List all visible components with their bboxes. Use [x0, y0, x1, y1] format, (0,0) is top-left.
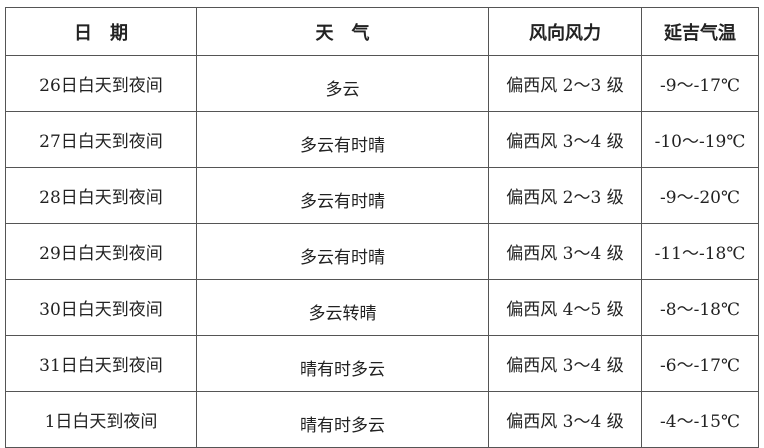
header-wind: 风向风力 — [488, 7, 642, 56]
weather-cell: 晴有时多云 — [196, 335, 489, 392]
temperature-cell: -4～-15℃ — [641, 391, 759, 448]
temperature-cell: -11～-18℃ — [641, 223, 759, 280]
wind-cell: 偏西风 3～4 级 — [488, 223, 642, 280]
header-date: 日 期 — [5, 7, 197, 56]
weather-cell: 多云有时晴 — [196, 167, 489, 224]
date-cell: 29日白天到夜间 — [5, 223, 197, 280]
weather-forecast-table: 日 期 天 气 风向风力 延吉气温 26日白天到夜间 多云 偏西风 2～3 级 -9～… — [5, 7, 759, 448]
weather-cell: 多云 — [196, 55, 489, 112]
header-weather: 天 气 — [196, 7, 489, 56]
temperature-cell: -9～-20℃ — [641, 167, 759, 224]
weather-cell: 多云有时晴 — [196, 111, 489, 168]
table-row: 27日白天到夜间 多云有时晴 偏西风 3～4 级 -10～-19℃ — [5, 111, 759, 168]
weather-cell: 晴有时多云 — [196, 391, 489, 448]
temperature-cell: -6～-17℃ — [641, 335, 759, 392]
weather-cell: 多云转晴 — [196, 279, 489, 336]
temperature-cell: -8～-18℃ — [641, 279, 759, 336]
table-row: 28日白天到夜间 多云有时晴 偏西风 2～3 级 -9～-20℃ — [5, 167, 759, 224]
wind-cell: 偏西风 3～4 级 — [488, 111, 642, 168]
wind-cell: 偏西风 4～5 级 — [488, 279, 642, 336]
weather-cell: 多云有时晴 — [196, 223, 489, 280]
temperature-cell: -9～-17℃ — [641, 55, 759, 112]
header-temperature: 延吉气温 — [641, 7, 759, 56]
table-row: 29日白天到夜间 多云有时晴 偏西风 3～4 级 -11～-18℃ — [5, 223, 759, 280]
table-row: 26日白天到夜间 多云 偏西风 2～3 级 -9～-17℃ — [5, 55, 759, 112]
date-cell: 26日白天到夜间 — [5, 55, 197, 112]
header-row: 日 期 天 气 风向风力 延吉气温 — [5, 7, 759, 56]
temperature-cell: -10～-19℃ — [641, 111, 759, 168]
date-cell: 27日白天到夜间 — [5, 111, 197, 168]
wind-cell: 偏西风 3～4 级 — [488, 391, 642, 448]
table-row: 31日白天到夜间 晴有时多云 偏西风 3～4 级 -6～-17℃ — [5, 335, 759, 392]
wind-cell: 偏西风 2～3 级 — [488, 167, 642, 224]
table-row: 1日白天到夜间 晴有时多云 偏西风 3～4 级 -4～-15℃ — [5, 391, 759, 448]
date-cell: 1日白天到夜间 — [5, 391, 197, 448]
date-cell: 30日白天到夜间 — [5, 279, 197, 336]
date-cell: 31日白天到夜间 — [5, 335, 197, 392]
wind-cell: 偏西风 3～4 级 — [488, 335, 642, 392]
date-cell: 28日白天到夜间 — [5, 167, 197, 224]
table-row: 30日白天到夜间 多云转晴 偏西风 4～5 级 -8～-18℃ — [5, 279, 759, 336]
wind-cell: 偏西风 2～3 级 — [488, 55, 642, 112]
